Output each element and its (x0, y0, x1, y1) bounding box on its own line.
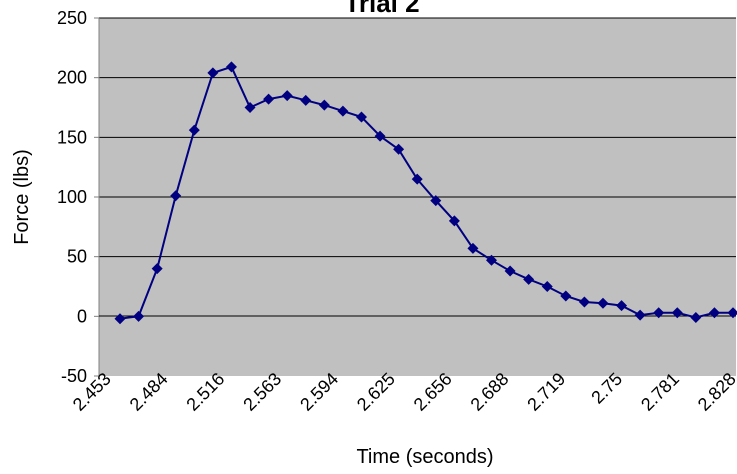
data-point (263, 93, 275, 105)
data-point (393, 143, 405, 155)
data-point (170, 190, 182, 202)
y-tick-label: 100 (57, 187, 87, 207)
data-point (207, 67, 219, 79)
data-point (355, 111, 367, 123)
data-point (578, 296, 590, 308)
data-point (560, 290, 572, 302)
data-point (188, 124, 200, 136)
data-point (708, 307, 720, 319)
data-point (634, 309, 646, 321)
y-tick-label: 200 (57, 68, 87, 88)
y-tick-label: 50 (67, 247, 87, 267)
y-tick-label: 150 (57, 127, 87, 147)
data-point (411, 173, 423, 185)
series-line (119, 65, 733, 320)
data-point (244, 102, 256, 113)
data-point (133, 310, 145, 322)
data-point (467, 242, 479, 254)
data-point (225, 61, 237, 73)
data-point (671, 307, 683, 319)
y-tick-label: 0 (77, 306, 87, 326)
grid-lines (94, 17, 736, 377)
y-axis-title: Force (lbs) (11, 149, 33, 245)
data-point (523, 273, 535, 285)
data-point (281, 90, 293, 102)
data-point (541, 281, 553, 292)
data-point (486, 254, 498, 266)
data-point (318, 99, 330, 111)
data-point (374, 130, 386, 142)
data-point (151, 263, 163, 275)
data-point (300, 94, 312, 106)
chart-title: Trial 2 (344, 0, 419, 18)
x-axis-title: Time (seconds) (356, 446, 493, 468)
y-tick-label: -50 (61, 366, 87, 386)
data-point (727, 307, 737, 319)
data-point (430, 195, 442, 207)
y-tick-label: 250 (57, 8, 87, 28)
data-point (597, 297, 609, 309)
data-point (690, 312, 702, 324)
series-markers (114, 61, 737, 325)
data-point (114, 313, 126, 325)
data-point (616, 300, 628, 312)
data-point (448, 215, 460, 227)
data-point (337, 105, 349, 117)
data-point (504, 265, 516, 277)
data-point (653, 307, 665, 319)
y-tick-labels: -50 0 50 100 150 200 250 (57, 8, 87, 386)
